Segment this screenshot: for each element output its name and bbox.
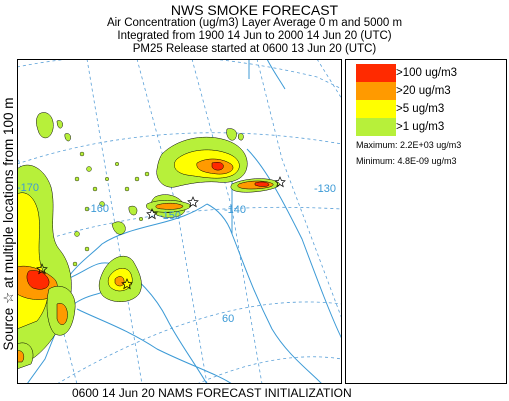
- smoke-plumes: [17, 112, 280, 370]
- map-frame: [17, 59, 342, 384]
- integration-period: Integrated from 1900 14 Jun to 2000 14 J…: [117, 30, 392, 42]
- concentration-subtitle: Air Concentration (ug/m3) Layer Average …: [106, 17, 403, 29]
- forecast-title: NWS SMOKE FORECAST: [170, 2, 339, 18]
- lon-label-170: -170: [17, 182, 39, 194]
- legend-item-5: >5 ug/m3: [356, 100, 444, 118]
- release-start: PM25 Release started at 0600 13 Jun 20 (…: [132, 43, 377, 55]
- graticule: [17, 59, 342, 384]
- legend-item-20: >20 ug/m3: [356, 82, 451, 100]
- smoke-map[interactable]: -170 -160 -150 -140 -130 60: [17, 59, 342, 384]
- legend-minimum: Minimum: 4.8E-09 ug/m3: [356, 156, 457, 166]
- legend-maximum: Maximum: 2.2E+03 ug/m3: [356, 140, 462, 150]
- lon-label-130: -130: [314, 183, 336, 195]
- lon-label-150: -150: [159, 210, 181, 222]
- source-stars: [36, 176, 286, 290]
- legend-item-100: >100 ug/m3: [356, 64, 457, 82]
- lon-label-140: -140: [224, 204, 246, 216]
- legend-item-1: >1 ug/m3: [356, 118, 444, 136]
- lon-label-160: -160: [87, 203, 109, 215]
- forecast-initialization: 0600 14 Jun 20 NAMS FORECAST INITIALIZAT…: [72, 386, 352, 400]
- legend: >100 ug/m3 >20 ug/m3 >5 ug/m3 >1 ug/m3 M…: [345, 59, 507, 384]
- lat-label-60: 60: [222, 313, 234, 325]
